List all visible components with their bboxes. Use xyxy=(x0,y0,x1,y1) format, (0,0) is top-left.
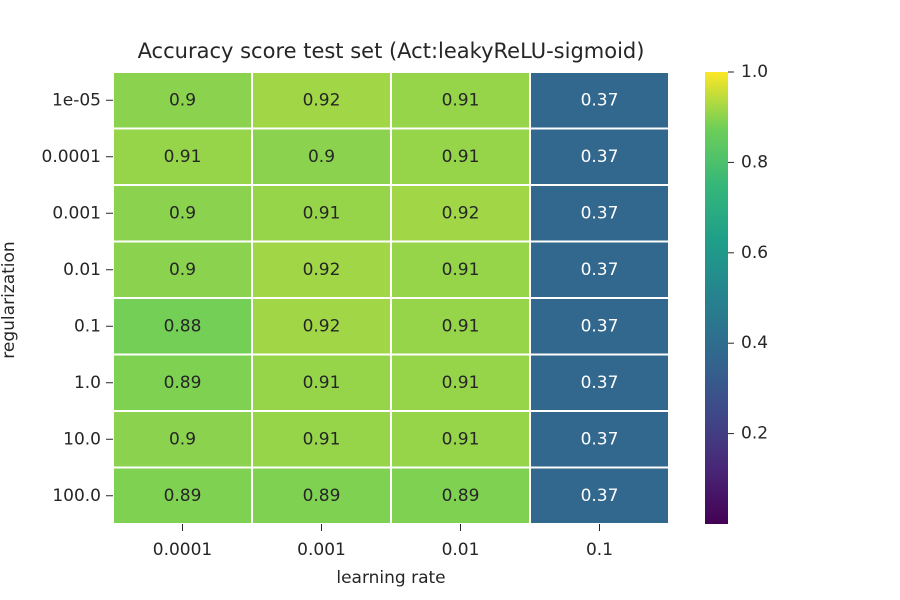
cell-value-label-r7-c3: 0.37 xyxy=(581,486,619,506)
heatmap-cell-r6-c2 xyxy=(390,410,531,469)
cell-value-label-r1-c3: 0.37 xyxy=(581,147,619,167)
cell-value-label-r6-c1: 0.91 xyxy=(303,429,341,449)
heatmap-cell-r5-c1 xyxy=(251,353,392,412)
heatmap-cell-r5-c2 xyxy=(390,353,531,412)
cell-value-label-r6-c3: 0.37 xyxy=(581,429,619,449)
heatmap-cell-r2-c3 xyxy=(529,184,670,243)
cell-value-label-r4-c1: 0.92 xyxy=(303,316,341,336)
y-tick-label: 0.1 xyxy=(74,316,101,336)
cell-value-label-r3-c0: 0.9 xyxy=(169,260,196,280)
cell-value-label-r0-c1: 0.92 xyxy=(303,90,341,110)
heatmap-cell-r1-c1 xyxy=(251,127,392,186)
cell-value-label-r6-c2: 0.91 xyxy=(442,429,480,449)
cell-value-label-r7-c2: 0.89 xyxy=(442,486,480,506)
cell-value-label-r1-c2: 0.91 xyxy=(442,147,480,167)
y-tick-label: 0.01 xyxy=(63,260,101,280)
x-axis-ticks: 0.0001 0.001 0.01 0.1 xyxy=(153,524,613,560)
heatmap-cell-r3-c3 xyxy=(529,240,670,299)
x-tick-label: 0.1 xyxy=(586,540,613,560)
cell-value-label-r4-c2: 0.91 xyxy=(442,316,480,336)
y-tick-label: 1e-05 xyxy=(52,90,101,110)
cell-value-label-r5-c3: 0.37 xyxy=(581,373,619,393)
cell-value-label-r5-c0: 0.89 xyxy=(164,373,202,393)
heatmap-cell-r7-c0 xyxy=(112,466,253,525)
heatmap-cell-r3-c1 xyxy=(251,240,392,299)
y-tick-label: 10.0 xyxy=(63,429,101,449)
cell-value-label-r0-c0: 0.9 xyxy=(169,90,196,110)
heatmap-cell-r6-c3 xyxy=(529,410,670,469)
cell-value-label-r2-c2: 0.92 xyxy=(442,203,480,223)
colorbar-tick-label: 0.2 xyxy=(741,424,768,444)
cell-value-label-r5-c1: 0.91 xyxy=(303,373,341,393)
x-tick-label: 0.001 xyxy=(297,540,346,560)
cell-value-label-r4-c0: 0.88 xyxy=(164,316,202,336)
cell-value-label-r4-c3: 0.37 xyxy=(581,316,619,336)
cell-value-label-r7-c1: 0.89 xyxy=(303,486,341,506)
heatmap-cell-r4-c2 xyxy=(390,297,531,356)
chart-title: Accuracy score test set (Act:leakyReLU-s… xyxy=(138,39,645,63)
cell-value-label-r6-c0: 0.9 xyxy=(169,429,196,449)
cell-value-label-r2-c3: 0.37 xyxy=(581,203,619,223)
colorbar xyxy=(705,72,728,524)
x-tick-label: 0.0001 xyxy=(153,540,212,560)
cell-value-label-r3-c2: 0.91 xyxy=(442,260,480,280)
x-tick-label: 0.01 xyxy=(442,540,480,560)
cell-value-label-r5-c2: 0.91 xyxy=(442,373,480,393)
colorbar-ticks: 0.2 0.4 0.6 0.8 1.0 xyxy=(728,62,768,444)
cell-value-label-r2-c0: 0.9 xyxy=(169,203,196,223)
x-axis-label: learning rate xyxy=(336,568,445,588)
heatmap-cell-r5-c0 xyxy=(112,353,253,412)
cell-value-label-r3-c3: 0.37 xyxy=(581,260,619,280)
y-tick-label: 0.0001 xyxy=(42,147,101,167)
cell-value-label-r1-c0: 0.91 xyxy=(164,147,202,167)
y-tick-label: 100.0 xyxy=(52,486,101,506)
colorbar-tick-label: 0.6 xyxy=(741,243,768,263)
y-axis-ticks: 1e-05 0.0001 0.001 0.01 0.1 1.0 10.0 100.0 xyxy=(42,90,113,506)
heatmap-cell-r5-c3 xyxy=(529,353,670,412)
cell-value-label-r1-c1: 0.9 xyxy=(308,147,335,167)
cell-value-label-r7-c0: 0.89 xyxy=(164,486,202,506)
heatmap-cell-r7-c2 xyxy=(390,466,531,525)
heatmap-cell-r1-c3 xyxy=(529,127,670,186)
colorbar-tick-label: 1.0 xyxy=(741,62,768,82)
cell-value-label-r2-c1: 0.91 xyxy=(303,203,341,223)
heatmap-cell-r0-c1 xyxy=(251,71,392,130)
cell-value-label-r0-c3: 0.37 xyxy=(581,90,619,110)
colorbar-tick-label: 0.4 xyxy=(741,333,768,353)
y-tick-label: 0.001 xyxy=(52,203,101,223)
heatmap-cell-r4-c3 xyxy=(529,297,670,356)
heatmap-cell-r2-c1 xyxy=(251,184,392,243)
heatmap-cell-labels: 0.9 0.92 0.91 0.37 0.91 0.9 0.91 0.37 0.9 0.91 0.9… xyxy=(164,90,619,506)
cell-value-label-r3-c1: 0.92 xyxy=(303,260,341,280)
heatmap-cell-r4-c1 xyxy=(251,297,392,356)
heatmap-cell-r0-c3 xyxy=(529,71,670,130)
colorbar-tick-label: 0.8 xyxy=(741,152,768,172)
y-axis-label: regularization xyxy=(0,241,19,358)
y-tick-label: 1.0 xyxy=(74,373,101,393)
heatmap-cells xyxy=(112,71,670,525)
cell-value-label-r0-c2: 0.91 xyxy=(442,90,480,110)
